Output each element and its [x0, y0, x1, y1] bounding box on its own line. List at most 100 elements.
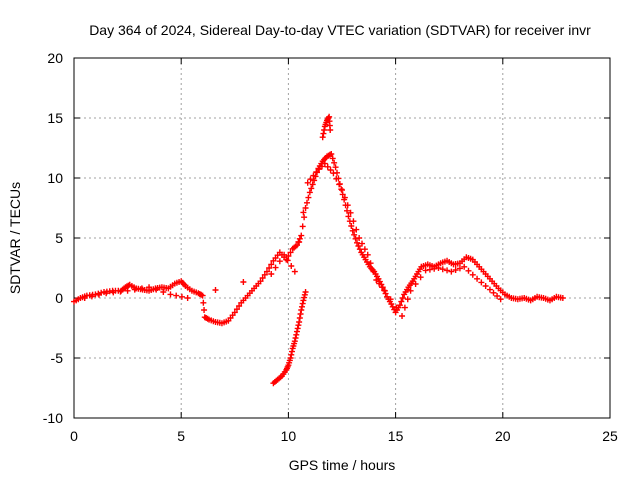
data-point — [110, 289, 117, 296]
data-point — [272, 264, 279, 271]
data-point — [333, 175, 340, 182]
data-point — [131, 286, 138, 293]
data-point — [387, 296, 394, 303]
data-point — [288, 348, 295, 355]
data-point — [199, 292, 206, 299]
data-point — [435, 265, 442, 271]
data-point — [381, 287, 388, 294]
data-point — [426, 266, 433, 273]
x-tick-label: 5 — [177, 428, 185, 444]
data-point — [117, 288, 124, 295]
data-point — [287, 249, 294, 256]
data-point — [382, 290, 389, 297]
data-point — [285, 253, 292, 259]
data-point — [478, 279, 485, 286]
data-point — [356, 246, 363, 253]
y-tick-label: 15 — [47, 110, 63, 126]
data-point — [348, 223, 355, 229]
data-point — [293, 242, 300, 249]
data-point — [355, 243, 362, 249]
data-point — [354, 239, 361, 246]
data-point — [292, 335, 299, 341]
data-point — [407, 287, 414, 294]
data-point — [336, 181, 343, 188]
data-point — [298, 307, 305, 313]
data-point — [494, 293, 501, 299]
data-point — [259, 275, 266, 281]
data-point — [461, 263, 468, 270]
data-point — [319, 134, 326, 141]
data-point — [351, 231, 358, 238]
data-point — [338, 186, 345, 193]
data-point — [308, 185, 315, 192]
data-point — [301, 291, 308, 298]
data-point — [367, 260, 374, 267]
data-point — [138, 285, 145, 292]
data-point — [302, 289, 309, 295]
data-point — [379, 284, 386, 291]
data-point — [301, 214, 308, 221]
data-point — [359, 240, 366, 247]
data-point — [160, 289, 167, 295]
data-point — [347, 209, 354, 216]
data-point — [305, 194, 312, 201]
data-point — [288, 263, 295, 269]
data-point — [349, 227, 356, 234]
data-point — [294, 325, 301, 332]
data-point — [399, 313, 406, 319]
data-point — [444, 267, 451, 274]
data-point — [153, 286, 160, 293]
data-point — [95, 290, 102, 297]
data-point — [103, 290, 110, 297]
chart-title: Day 364 of 2024, Sidereal Day-to-day VTE… — [89, 22, 591, 38]
data-point — [178, 293, 185, 300]
data-point — [399, 295, 406, 301]
y-tick-label: -5 — [51, 350, 64, 366]
data-point — [422, 267, 429, 274]
data-point — [309, 181, 316, 188]
data-point — [345, 213, 352, 220]
data-point — [327, 167, 334, 173]
data-point — [231, 309, 238, 316]
y-tick-label: 5 — [55, 230, 63, 246]
data-point — [184, 295, 191, 301]
data-point — [298, 303, 305, 310]
data-point — [321, 127, 328, 133]
data-point — [316, 166, 323, 173]
data-point — [284, 257, 291, 264]
data-point — [298, 232, 305, 239]
data-point — [310, 172, 317, 179]
data-points — [71, 113, 566, 387]
x-tick-label: 20 — [495, 428, 511, 444]
data-point — [293, 331, 300, 338]
data-point — [88, 293, 95, 300]
data-point — [486, 286, 493, 293]
data-point — [304, 179, 311, 186]
x-tick-label: 25 — [602, 428, 618, 444]
data-point — [361, 246, 368, 253]
data-point — [327, 127, 334, 133]
data-point — [287, 355, 294, 361]
data-point — [167, 291, 174, 298]
data-point — [412, 281, 419, 287]
data-point — [332, 164, 339, 171]
data-point — [325, 115, 332, 121]
data-point — [96, 291, 103, 298]
data-point — [482, 283, 489, 289]
data-point — [324, 163, 331, 170]
data-point — [352, 235, 359, 242]
data-point — [276, 258, 283, 265]
data-point — [281, 251, 288, 258]
data-point — [370, 268, 377, 275]
data-point — [257, 278, 264, 285]
data-point — [490, 289, 497, 296]
data-point — [364, 251, 371, 258]
data-point — [339, 191, 346, 198]
data-point — [296, 239, 303, 245]
data-point — [469, 271, 476, 278]
axis-ticks: 0 5 10 15 20 25 -10 -5 0 5 10 15 20 — [43, 50, 618, 444]
data-point — [301, 294, 308, 301]
data-point — [291, 338, 298, 345]
